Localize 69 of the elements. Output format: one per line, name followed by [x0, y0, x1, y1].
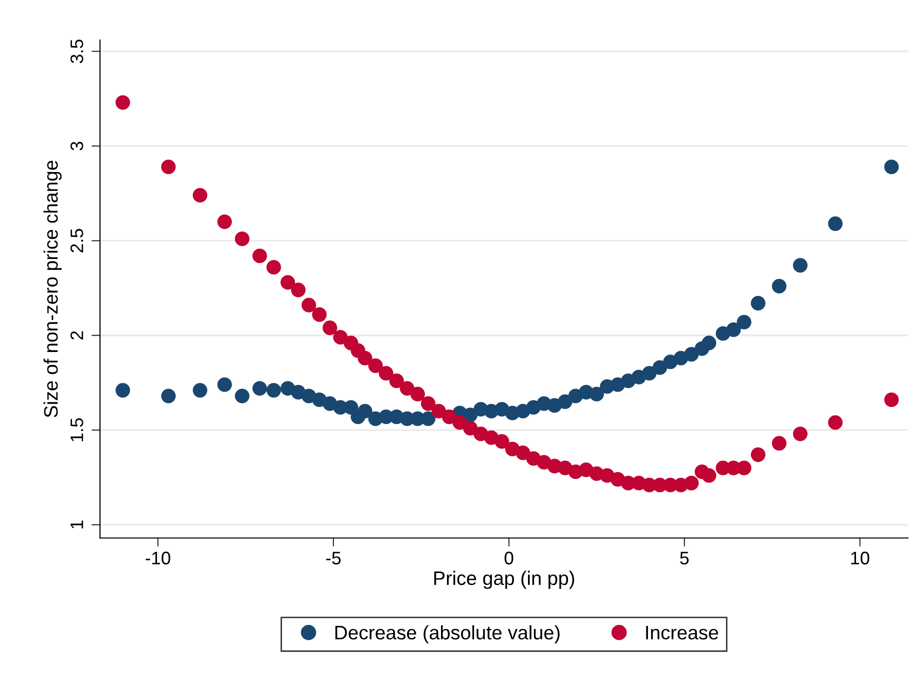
legend-label: Increase [646, 626, 718, 640]
point [217, 214, 232, 230]
point [726, 322, 741, 337]
point [558, 394, 572, 409]
point [750, 447, 766, 462]
point [234, 232, 250, 246]
point [266, 260, 282, 275]
point [642, 366, 657, 381]
point [252, 248, 267, 264]
point [828, 415, 843, 430]
point [750, 296, 766, 310]
y-axis-title: Size of non-zero price change [44, 160, 62, 418]
point [684, 347, 699, 362]
x-tick-label: -10 [146, 552, 170, 564]
point [378, 366, 394, 381]
point [358, 350, 372, 366]
point [772, 278, 786, 294]
point [234, 388, 250, 404]
point [161, 388, 176, 404]
point [884, 160, 899, 174]
point [368, 358, 383, 373]
y-tick-label: 3 [70, 142, 84, 150]
x-tick-label: -5 [326, 552, 341, 564]
point [702, 336, 716, 350]
point [792, 426, 808, 442]
y-tick-label: 3.5 [70, 40, 84, 64]
point [116, 95, 130, 110]
point [684, 476, 699, 490]
y-tick-label: 2.5 [70, 228, 84, 252]
x-axis-title: Price gap (in pp) [434, 570, 574, 589]
legend-label: Decrease (absolute value) [335, 625, 560, 644]
point [736, 460, 752, 476]
x-tick-label: 0 [504, 552, 514, 564]
point [702, 468, 716, 483]
point [452, 415, 468, 430]
point [463, 420, 478, 436]
point [322, 320, 338, 336]
point [442, 410, 457, 424]
point [410, 386, 425, 402]
point [772, 436, 786, 451]
x-tick-label: 10 [851, 552, 870, 564]
point [420, 411, 436, 426]
point [420, 396, 436, 411]
point [280, 275, 296, 290]
point [358, 404, 372, 418]
point [302, 298, 316, 312]
point [884, 392, 899, 408]
y-tick-label: 1 [70, 520, 84, 528]
point [589, 386, 604, 402]
point [389, 374, 404, 388]
point [652, 360, 668, 375]
point [192, 383, 208, 398]
point [266, 383, 282, 398]
y-tick-label: 1.5 [70, 418, 84, 442]
y-tick-label: 2 [70, 331, 84, 340]
point [736, 314, 752, 330]
point [161, 160, 176, 174]
point [494, 434, 510, 449]
point [431, 404, 446, 418]
point [217, 377, 232, 392]
point [252, 381, 267, 396]
point [192, 188, 208, 203]
point [828, 216, 843, 231]
x-tick-label: 5 [680, 552, 689, 564]
point [792, 258, 808, 273]
point [400, 381, 414, 396]
point [116, 383, 130, 398]
point [312, 307, 327, 322]
point [291, 282, 306, 298]
